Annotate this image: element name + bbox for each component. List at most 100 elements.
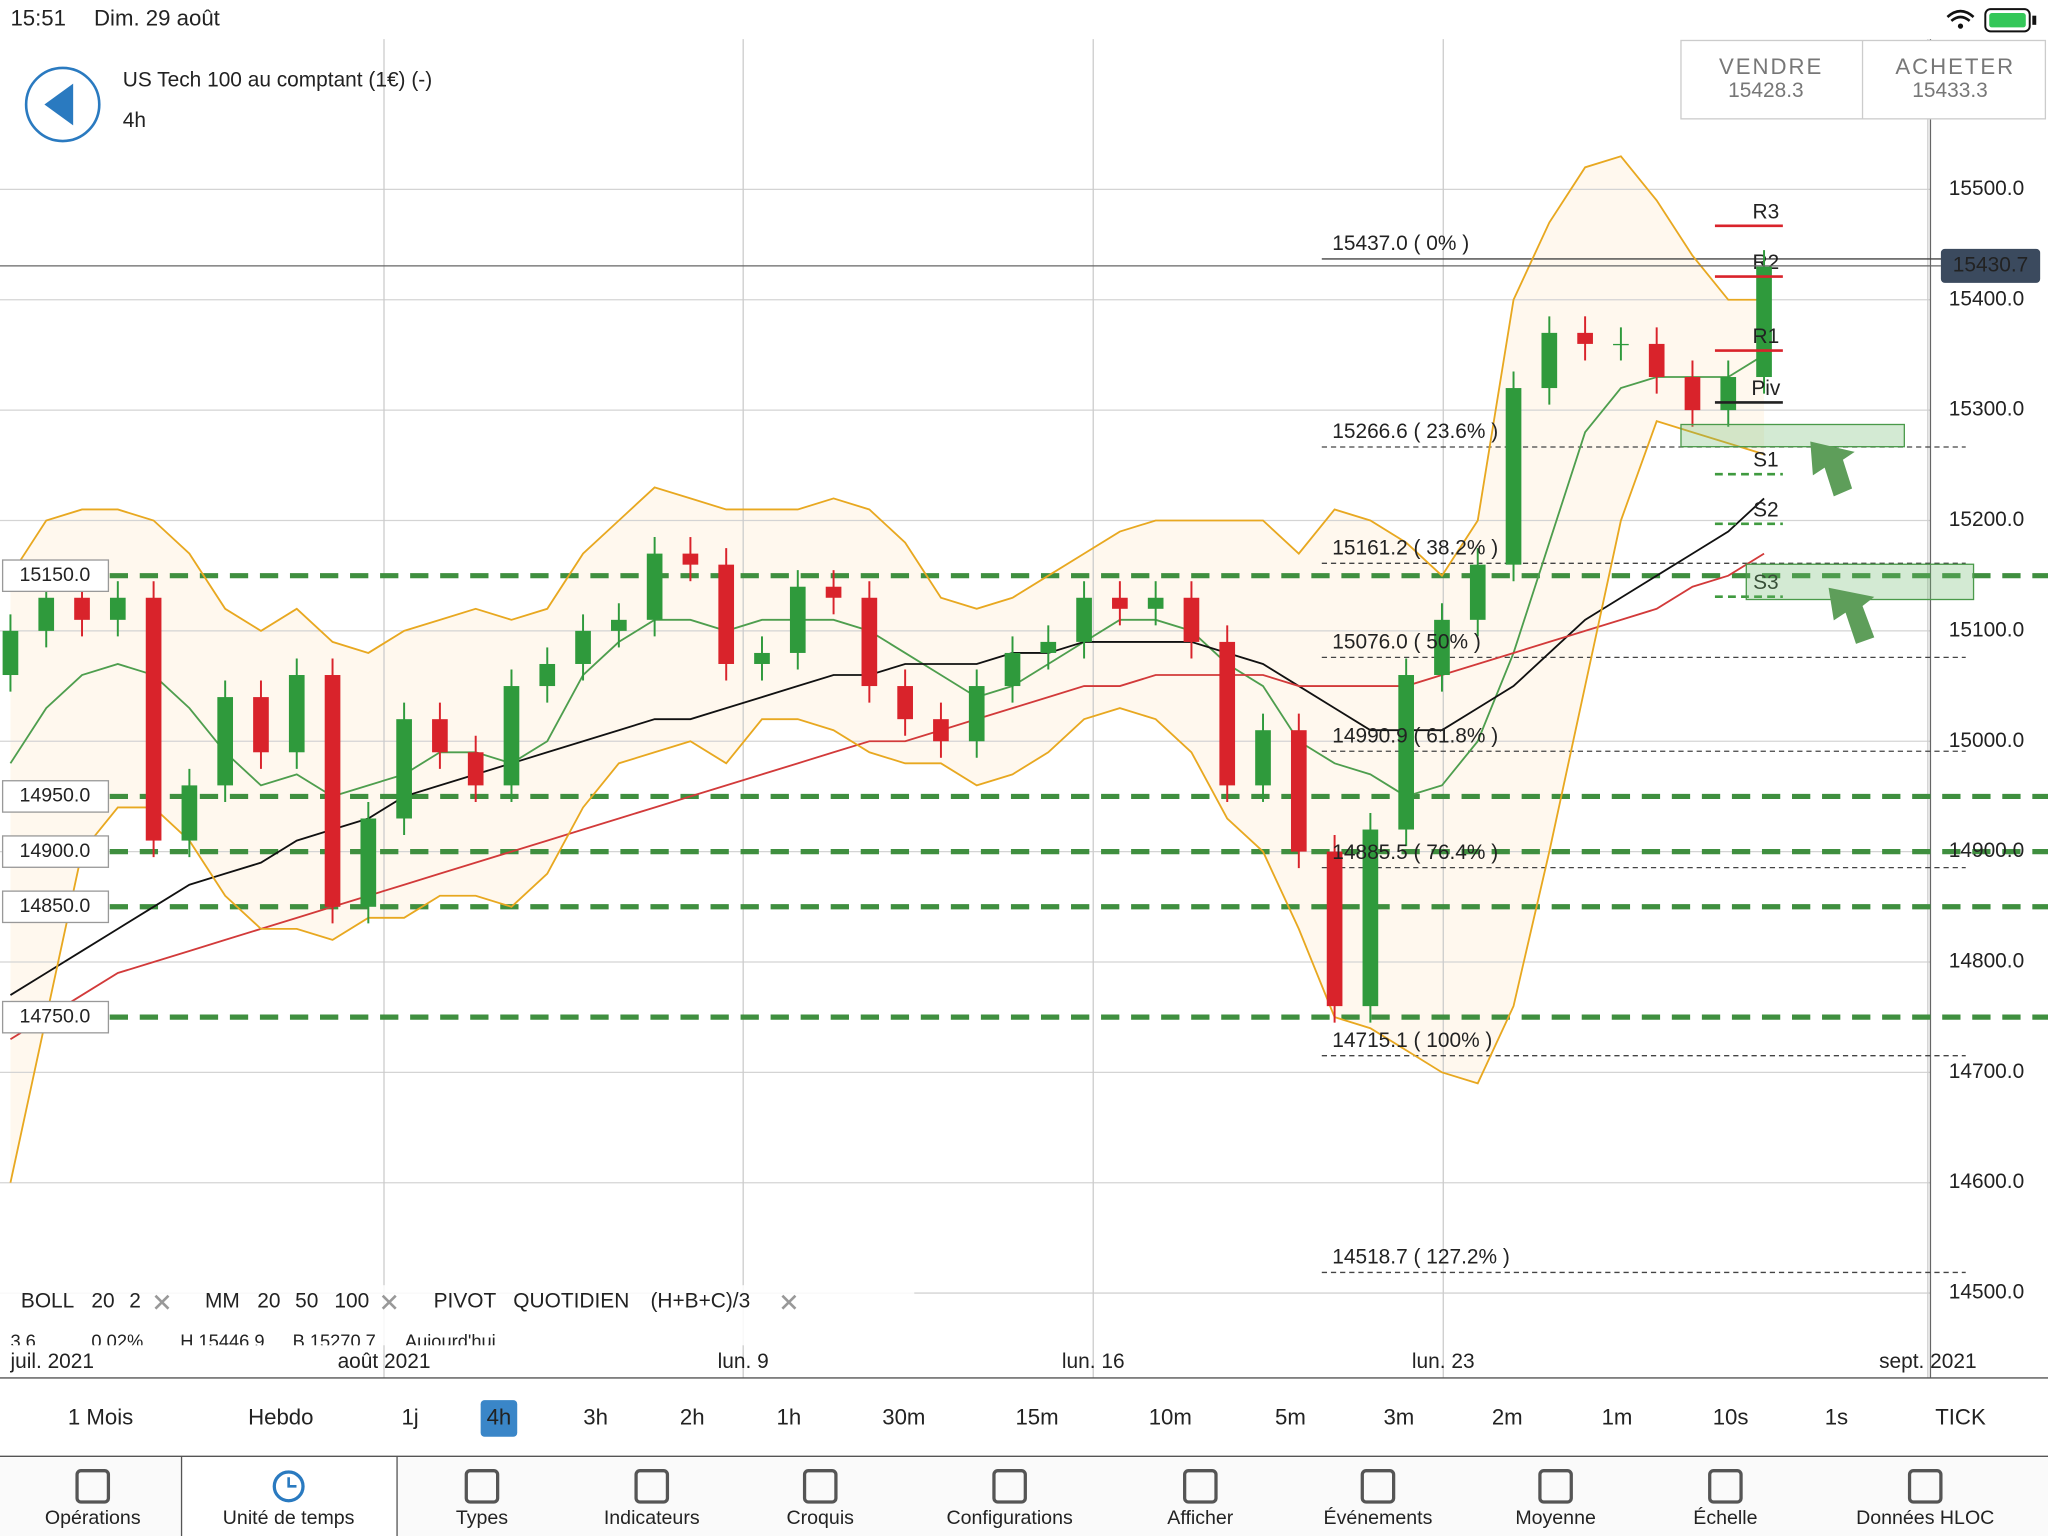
- legend-param: 50: [295, 1290, 318, 1313]
- timeframe[interactable]: 1 Mois: [68, 1404, 133, 1429]
- tab-label[interactable]: Événements: [1324, 1506, 1433, 1529]
- candle-body: [396, 719, 412, 819]
- sell-label[interactable]: VENDRE: [1719, 54, 1823, 79]
- candle-body: [1398, 675, 1415, 830]
- tab-label[interactable]: Données HLOC: [1856, 1507, 1994, 1529]
- candle-body: [360, 818, 377, 907]
- tab-icon[interactable]: [1708, 1469, 1743, 1504]
- timeframe[interactable]: 4h: [487, 1404, 512, 1429]
- tab-border: [180, 1456, 398, 1536]
- zone: [1745, 563, 1975, 601]
- candle-body: [968, 686, 985, 742]
- candle-body: [467, 752, 484, 786]
- tab-icon[interactable]: [1360, 1469, 1396, 1504]
- tab-label[interactable]: Types: [456, 1507, 508, 1529]
- sell-button[interactable]: VENDRE 15428.3: [1719, 54, 1823, 102]
- tab-icon[interactable]: [272, 1470, 305, 1503]
- candle-body: [1290, 730, 1307, 852]
- buy-label[interactable]: ACHETER: [1895, 54, 2015, 79]
- tab-icon[interactable]: [1538, 1469, 1573, 1504]
- tab-label[interactable]: Indicateurs: [604, 1507, 700, 1529]
- timeframe[interactable]: 5m: [1275, 1404, 1306, 1429]
- timeframe[interactable]: Hebdo: [248, 1404, 313, 1429]
- timeframe[interactable]: 15m: [1015, 1404, 1058, 1429]
- remove-icon[interactable]: [154, 1294, 170, 1310]
- sell-price[interactable]: 15428.3: [1728, 79, 1803, 102]
- battery-icon: [1984, 8, 2031, 33]
- wifi-icon: [1957, 23, 1964, 29]
- timeframe[interactable]: 30m: [882, 1404, 925, 1429]
- fib-label: 14990.9 ( 61.8% ): [1332, 724, 1498, 747]
- arrow: [1810, 441, 1855, 497]
- candle-body: [1326, 851, 1343, 1007]
- tab-icon[interactable]: [75, 1469, 111, 1504]
- candle-body: [432, 719, 448, 753]
- timeframe[interactable]: 3h: [583, 1404, 608, 1429]
- level-label-box: [1, 559, 110, 593]
- back-arrow[interactable]: [44, 83, 74, 126]
- tab-icon[interactable]: [634, 1469, 670, 1504]
- candle-body: [1613, 343, 1629, 346]
- candle-body: [1076, 597, 1092, 642]
- info-text: B 15270.7: [293, 1331, 376, 1352]
- candle-body: [1183, 597, 1200, 642]
- legend-param: 2: [129, 1290, 141, 1313]
- candle-body: [825, 586, 842, 598]
- last-price-label: 15430.7: [1953, 253, 2028, 276]
- remove-icon[interactable]: [381, 1294, 397, 1310]
- tab-label[interactable]: Configurations: [947, 1507, 1073, 1529]
- candle-body: [1112, 597, 1128, 609]
- candle-body: [1505, 388, 1522, 565]
- tab-label[interactable]: Unité de temps: [223, 1507, 355, 1529]
- back-button[interactable]: [24, 66, 101, 143]
- y-tick-label: 15400.0: [1949, 287, 2024, 310]
- candle-body: [1577, 332, 1593, 344]
- buy-button[interactable]: ACHETER 15433.3: [1895, 54, 2015, 102]
- timeframe[interactable]: 10m: [1149, 1404, 1192, 1429]
- candle-body: [646, 553, 663, 620]
- level-label-box: [1, 835, 110, 868]
- remove-icon[interactable]: [781, 1294, 797, 1310]
- tab-icon[interactable]: [1183, 1469, 1218, 1504]
- tab-icon[interactable]: [287, 1477, 297, 1488]
- candle-body: [74, 597, 90, 620]
- timeframe[interactable]: 1j: [401, 1404, 418, 1429]
- y-tick-label: 15300.0: [1949, 398, 2024, 421]
- level-label: 15150.0: [19, 564, 90, 586]
- candle-body: [1219, 641, 1236, 786]
- pivot-label: S2: [1753, 498, 1779, 521]
- tab-icon[interactable]: [992, 1469, 1027, 1504]
- timeframe[interactable]: 2m: [1492, 1404, 1523, 1429]
- tab-icon[interactable]: [1907, 1469, 1943, 1504]
- tab-label[interactable]: Croquis: [787, 1507, 855, 1529]
- candle-body: [217, 697, 234, 786]
- tab-label[interactable]: Afficher: [1167, 1507, 1233, 1529]
- timeframe[interactable]: 2h: [680, 1404, 705, 1429]
- timeframe-selected[interactable]: [480, 1400, 518, 1437]
- timeframe[interactable]: 3m: [1383, 1404, 1414, 1429]
- x-tick-label: août 2021: [338, 1350, 431, 1373]
- candle-body: [539, 663, 556, 687]
- tab-icon[interactable]: [802, 1469, 838, 1504]
- info-text: 3.6: [10, 1331, 35, 1352]
- bollinger-lower: [9, 420, 1765, 1183]
- timeframe[interactable]: 1s: [1825, 1404, 1848, 1429]
- battery-tip: [2032, 15, 2037, 25]
- timeframe[interactable]: 10s: [1713, 1404, 1749, 1429]
- timeframe[interactable]: 1h: [777, 1404, 802, 1429]
- tab-icon[interactable]: [464, 1469, 500, 1504]
- fib-label: 15161.2 ( 38.2% ): [1332, 536, 1498, 559]
- timeframe[interactable]: TICK: [1935, 1404, 1986, 1429]
- tab-label[interactable]: Opérations: [45, 1507, 141, 1529]
- fib-label: 14885.5 ( 76.4% ): [1332, 841, 1498, 864]
- timeframe[interactable]: 1m: [1602, 1404, 1633, 1429]
- toolbars: 1 Mois Hebdo 1j 4h 3h 2h 1h 30m 15m 10m 5m 3m 2m 1m 10…: [0, 1377, 2048, 1536]
- moving-average: [9, 552, 1765, 1041]
- buy-price[interactable]: 15433.3: [1912, 79, 1987, 102]
- tab-label[interactable]: Moyenne: [1515, 1507, 1596, 1529]
- tab-label[interactable]: Échelle: [1693, 1506, 1757, 1529]
- candle-body: [897, 686, 913, 720]
- legend-name: BOLL: [21, 1290, 74, 1313]
- candle-body: [1255, 730, 1271, 786]
